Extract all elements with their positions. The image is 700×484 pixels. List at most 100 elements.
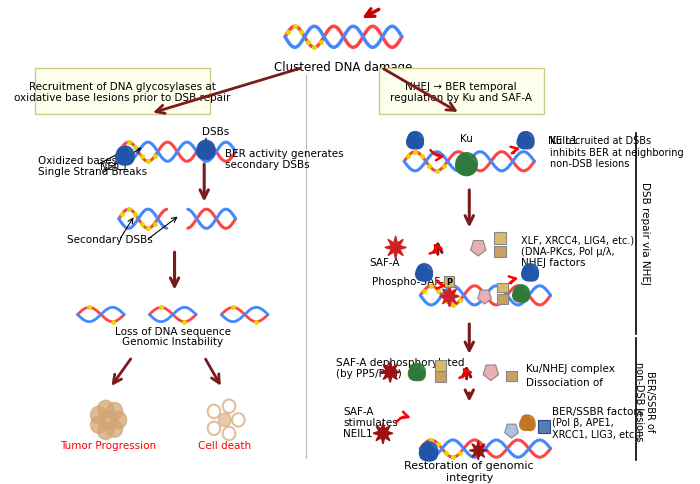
Circle shape (218, 413, 231, 427)
Circle shape (97, 422, 114, 439)
Circle shape (100, 411, 116, 429)
Circle shape (524, 265, 533, 275)
Text: Oxidized bases: Oxidized bases (38, 156, 117, 166)
Text: BER activity generates
secondary DSBs: BER activity generates secondary DSBs (225, 148, 344, 170)
Text: P: P (446, 277, 452, 287)
Polygon shape (380, 362, 400, 383)
Circle shape (426, 448, 438, 461)
Circle shape (90, 407, 106, 424)
Circle shape (407, 136, 419, 149)
Text: NHEJ factors: NHEJ factors (522, 257, 586, 267)
Circle shape (106, 420, 122, 438)
Circle shape (422, 270, 433, 281)
Circle shape (203, 147, 214, 160)
Circle shape (199, 142, 209, 153)
Polygon shape (385, 237, 407, 259)
Text: Genomic Instability: Genomic Instability (122, 336, 223, 347)
Circle shape (418, 265, 428, 275)
Text: Single Strand Breaks: Single Strand Breaks (38, 166, 147, 176)
Circle shape (524, 138, 534, 150)
Text: SAF-A: SAF-A (370, 257, 400, 267)
Circle shape (513, 285, 529, 302)
Polygon shape (469, 441, 487, 460)
Text: Tumor Progression: Tumor Progression (60, 440, 156, 450)
Text: DSBs: DSBs (202, 127, 230, 137)
Polygon shape (505, 424, 519, 438)
Circle shape (458, 155, 471, 169)
Text: NEIL1: NEIL1 (548, 136, 578, 146)
Polygon shape (440, 286, 459, 307)
Text: Phospho-SAF-A: Phospho-SAF-A (372, 276, 451, 286)
Text: Restoration of genomic
integrity: Restoration of genomic integrity (405, 460, 534, 482)
Circle shape (197, 141, 215, 160)
Text: DSB repair via NHEJ: DSB repair via NHEJ (640, 182, 650, 284)
Text: Ku/NHEJ complex: Ku/NHEJ complex (526, 363, 615, 373)
Circle shape (518, 132, 534, 150)
Circle shape (519, 419, 531, 430)
Text: Cell death: Cell death (198, 440, 251, 450)
Bar (505, 371, 517, 381)
Bar (538, 420, 550, 433)
FancyBboxPatch shape (379, 69, 544, 115)
Bar (497, 295, 508, 304)
Circle shape (456, 153, 477, 176)
Circle shape (111, 411, 127, 429)
Text: NEIL1: NEIL1 (344, 428, 373, 438)
Polygon shape (477, 290, 491, 304)
Text: Recruitment of DNA glycosylases at
oxidative base lesions prior to DSB repair: Recruitment of DNA glycosylases at oxida… (14, 81, 230, 103)
Circle shape (528, 270, 538, 281)
FancyBboxPatch shape (35, 69, 209, 115)
Circle shape (116, 147, 134, 166)
Circle shape (197, 145, 210, 160)
Circle shape (522, 415, 530, 424)
Circle shape (409, 133, 419, 143)
Bar (497, 283, 508, 293)
Circle shape (526, 421, 535, 431)
Circle shape (118, 148, 129, 159)
Circle shape (416, 264, 433, 281)
Circle shape (421, 443, 433, 454)
Circle shape (456, 158, 472, 175)
Circle shape (419, 446, 433, 461)
Circle shape (90, 416, 106, 434)
Circle shape (522, 264, 538, 281)
Text: Dissociation of: Dissociation of (526, 378, 603, 388)
Text: XRCC1, LIG3, etc.): XRCC1, LIG3, etc.) (552, 428, 641, 438)
Circle shape (410, 364, 420, 375)
Text: (by PP5/PP6): (by PP5/PP6) (336, 368, 402, 378)
Circle shape (413, 138, 424, 150)
Polygon shape (483, 365, 498, 381)
Bar (444, 277, 454, 287)
Text: Ku recruited at DSBs
inhibits BER at neighboring
non-DSB lesions: Ku recruited at DSBs inhibits BER at nei… (550, 136, 684, 169)
Bar (435, 372, 447, 382)
Bar (494, 246, 506, 257)
Circle shape (420, 442, 438, 461)
Circle shape (416, 268, 428, 281)
Text: NEIL1: NEIL1 (100, 162, 128, 172)
Bar (494, 233, 506, 244)
Text: (DNA-PKcs, Pol μ/λ,: (DNA-PKcs, Pol μ/λ, (522, 247, 615, 257)
Text: Ku: Ku (460, 134, 473, 144)
Text: Loss of DNA sequence: Loss of DNA sequence (115, 326, 231, 336)
Text: SAF-A: SAF-A (344, 406, 374, 416)
Polygon shape (470, 241, 486, 257)
Text: BER/SSBR of
non-DSB lesions: BER/SSBR of non-DSB lesions (634, 361, 655, 440)
Circle shape (462, 160, 476, 175)
Text: NHEJ → BER temporal
regulation by Ku and SAF-A: NHEJ → BER temporal regulation by Ku and… (390, 81, 532, 103)
Circle shape (414, 369, 425, 380)
Text: Secondary DSBs: Secondary DSBs (67, 234, 153, 244)
Circle shape (408, 368, 421, 380)
Circle shape (521, 415, 535, 430)
Circle shape (519, 291, 529, 302)
Text: stimulates: stimulates (344, 417, 398, 427)
Circle shape (517, 136, 529, 149)
Circle shape (512, 289, 525, 302)
Text: SAF-A dephosphorylated: SAF-A dephosphorylated (336, 358, 465, 367)
Polygon shape (373, 423, 393, 444)
Circle shape (106, 403, 122, 420)
Text: (Pol β, APE1,: (Pol β, APE1, (552, 417, 614, 427)
Text: XLF, XRCC4, LIG4, etc.): XLF, XRCC4, LIG4, etc.) (522, 235, 634, 245)
Bar (435, 360, 447, 371)
Circle shape (522, 268, 534, 281)
Text: Clustered DNA damage: Clustered DNA damage (274, 60, 413, 74)
